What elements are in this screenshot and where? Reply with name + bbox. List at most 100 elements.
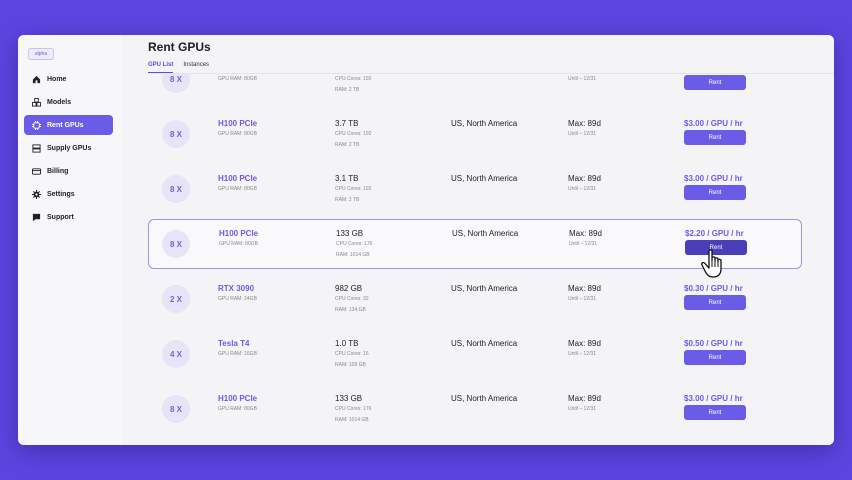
page-title: Rent GPUs: [148, 40, 211, 54]
ram: RAM: 109 GB: [335, 362, 366, 368]
gpu-ram: GPU RAM: 16GB: [218, 351, 257, 357]
table-row: 2 X RTX 3090 GPU RAM: 24GB 982 GB CPU Co…: [148, 277, 802, 327]
location: US, North America: [451, 394, 518, 403]
sidebar-item-settings[interactable]: Settings: [24, 184, 113, 204]
gpu-name-link[interactable]: H100 PCIe: [218, 119, 258, 128]
until-date: Until – 12/31: [568, 351, 597, 357]
location: US, North America: [451, 339, 518, 348]
sidebar-item-supply-gpus[interactable]: Supply GPUs: [24, 138, 113, 158]
sidebar: alpha Home Models Rent GPUs Supply GPUs …: [18, 35, 122, 445]
storage: 1.0 TB: [335, 339, 359, 348]
until-date: Until – 12/31: [568, 186, 597, 192]
table-row: 4 X Tesla T4 GPU RAM: 16GB 1.0 TB CPU Co…: [148, 332, 802, 382]
storage: 3.7 TB: [335, 119, 359, 128]
table-row-selected[interactable]: 8 X H100 PCIe GPU RAM: 80GB 133 GB CPU C…: [148, 219, 802, 269]
rent-button[interactable]: Rent: [684, 405, 746, 420]
cpu-cores: CPU Cores: 192: [335, 76, 372, 82]
tab-divider: [148, 73, 834, 74]
home-icon: [31, 74, 41, 84]
storage: 133 GB: [336, 229, 364, 238]
app-window: alpha Home Models Rent GPUs Supply GPUs …: [18, 35, 834, 445]
location: US, North America: [451, 284, 518, 293]
gpu-count-badge: 8 X: [162, 230, 190, 258]
tab-bar: GPU List Instances: [148, 62, 209, 73]
cpu-cores: CPU Cores: 16: [335, 351, 369, 357]
gpu-ram: GPU RAM: 80GB: [218, 76, 257, 82]
gpu-count-badge: 8 X: [162, 120, 190, 148]
max-duration: Max: 89d: [568, 339, 601, 348]
price: $0.30 / GPU / hr: [684, 284, 743, 293]
sidebar-item-models[interactable]: Models: [24, 92, 113, 112]
ram: RAM: 134 GB: [335, 307, 366, 313]
max-duration: Max: 89d: [568, 394, 601, 403]
rent-button[interactable]: Rent: [684, 75, 746, 90]
table-row: 8 X H100 PCIe GPU RAM: 80GB 133 GB CPU C…: [148, 387, 802, 437]
price: $3.00 / GPU / hr: [684, 394, 743, 403]
gpu-ram: GPU RAM: 80GB: [218, 131, 257, 137]
sidebar-item-label: Billing: [47, 167, 69, 175]
max-duration: Max: 89d: [568, 119, 601, 128]
price: $3.00 / GPU / hr: [684, 174, 743, 183]
gpu-ram: GPU RAM: 24GB: [218, 296, 257, 302]
gpu-name-link[interactable]: H100 PCIe: [218, 174, 258, 183]
cubes-icon: [31, 97, 41, 107]
gpu-name-link[interactable]: H100 PCIe: [218, 394, 258, 403]
tab-instances[interactable]: Instances: [183, 62, 210, 68]
gpu-list: 8 X GPU RAM: 80GB CPU Cores: 192 RAM: 2 …: [148, 74, 834, 445]
sidebar-item-label: Supply GPUs: [47, 144, 92, 152]
ram: RAM: 2 TB: [335, 142, 360, 148]
cpu-cores: CPU Cores: 32: [335, 296, 369, 302]
sidebar-item-rent-gpus[interactable]: Rent GPUs: [24, 115, 113, 135]
alpha-badge: alpha: [28, 48, 54, 60]
ram: RAM: 1014 GB: [336, 252, 370, 258]
sidebar-item-home[interactable]: Home: [24, 69, 113, 89]
hand-cursor-icon: [701, 249, 722, 278]
price: $0.50 / GPU / hr: [684, 339, 743, 348]
max-duration: Max: 89d: [568, 174, 601, 183]
rent-button[interactable]: Rent: [684, 185, 746, 200]
gpu-ram: GPU RAM: 80GB: [219, 241, 258, 247]
rent-button[interactable]: Rent: [685, 240, 747, 255]
cpu-cores: CPU Cores: 176: [335, 406, 372, 412]
until-date: Until – 12/31: [568, 76, 597, 82]
until-date: Until – 12/31: [568, 296, 597, 302]
max-duration: Max: 89d: [568, 284, 601, 293]
sidebar-item-label: Settings: [47, 190, 75, 198]
rent-button[interactable]: Rent: [684, 295, 746, 310]
gpu-name-link[interactable]: H100 PCIe: [219, 229, 259, 238]
storage: 3.1 TB: [335, 174, 359, 183]
gpu-name-link[interactable]: RTX 3090: [218, 284, 255, 293]
ram: RAM: 1014 GB: [335, 417, 369, 423]
gpu-count-badge: 2 X: [162, 285, 190, 313]
location: US, North America: [452, 229, 519, 238]
until-date: Until – 12/31: [568, 131, 597, 137]
sidebar-item-label: Support: [47, 213, 74, 221]
gpu-name-link[interactable]: Tesla T4: [218, 339, 250, 348]
gpu-count-badge: 8 X: [162, 74, 190, 93]
max-duration: Max: 89d: [569, 229, 602, 238]
location: US, North America: [451, 119, 518, 128]
table-row: 8 X H100 PCIe GPU RAM: 80GB 3.1 TB CPU C…: [148, 167, 802, 217]
tab-gpu-list[interactable]: GPU List: [148, 62, 174, 73]
chip-icon: [31, 120, 41, 130]
price: $2.20 / GPU / hr: [685, 229, 744, 238]
card-icon: [31, 166, 41, 176]
sidebar-item-label: Models: [47, 98, 72, 106]
gpu-ram: GPU RAM: 80GB: [218, 406, 257, 412]
table-row: 8 X GPU RAM: 80GB CPU Cores: 192 RAM: 2 …: [148, 74, 802, 107]
sidebar-item-billing[interactable]: Billing: [24, 161, 113, 181]
gpu-count-badge: 8 X: [162, 395, 190, 423]
price: $3.00 / GPU / hr: [684, 119, 743, 128]
rent-button[interactable]: Rent: [684, 350, 746, 365]
sidebar-item-label: Home: [47, 75, 67, 83]
gpu-count-badge: 4 X: [162, 340, 190, 368]
gpu-count-badge: 8 X: [162, 175, 190, 203]
rent-button[interactable]: Rent: [684, 130, 746, 145]
cpu-cores: CPU Cores: 176: [336, 241, 373, 247]
sidebar-item-support[interactable]: Support: [24, 207, 113, 227]
until-date: Until – 12/31: [569, 241, 598, 247]
server-icon: [31, 143, 41, 153]
gpu-ram: GPU RAM: 80GB: [218, 186, 257, 192]
cpu-cores: CPU Cores: 192: [335, 186, 372, 192]
location: US, North America: [451, 174, 518, 183]
